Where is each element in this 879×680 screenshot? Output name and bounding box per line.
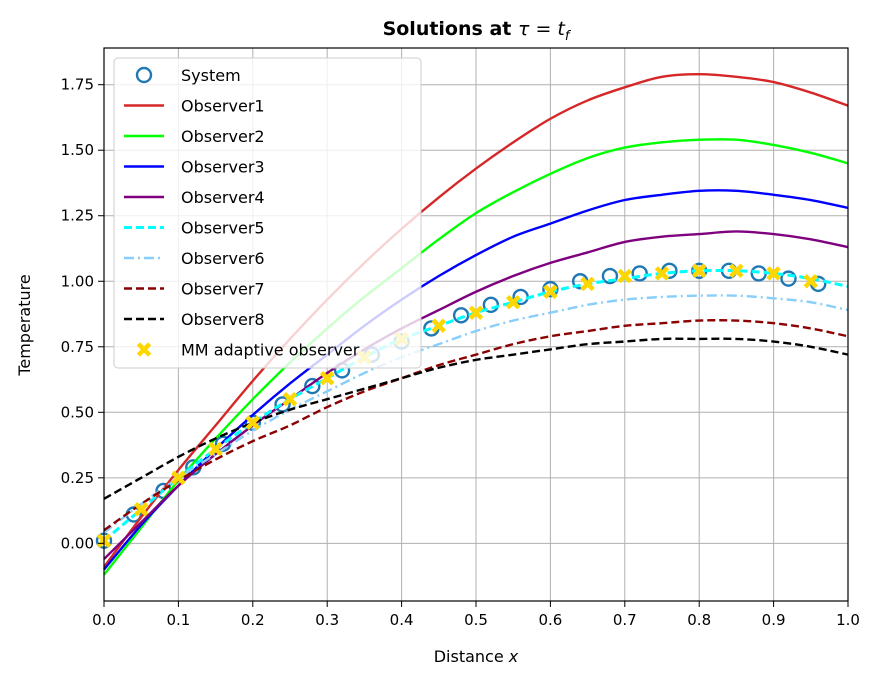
legend-item: System bbox=[135, 66, 241, 85]
mm-observer-marker bbox=[282, 391, 298, 407]
y-tick-label: 1.75 bbox=[61, 76, 94, 94]
series-line bbox=[103, 73, 849, 568]
x-tick-label: 0.6 bbox=[538, 611, 562, 629]
legend-item: MM adaptive observer bbox=[136, 341, 360, 360]
legend-label: Observer7 bbox=[181, 280, 265, 299]
y-tick-label: 0.75 bbox=[61, 338, 94, 356]
legend-label: MM adaptive observer bbox=[181, 341, 360, 360]
legend-item: Observer5 bbox=[124, 219, 265, 238]
series-mm-adaptive-observer bbox=[96, 263, 819, 549]
x-tick-label: 0.3 bbox=[315, 611, 339, 629]
system-marker bbox=[631, 265, 648, 282]
mm-observer-marker bbox=[208, 441, 223, 457]
y-tick-label: 1.50 bbox=[61, 141, 94, 159]
x-tick-label: 0.2 bbox=[241, 611, 265, 629]
series-line bbox=[103, 189, 849, 571]
x-tick-label: 0.4 bbox=[390, 611, 414, 629]
system-marker bbox=[452, 307, 470, 324]
legend-item: Observer6 bbox=[124, 249, 265, 268]
mm-observer-marker bbox=[729, 263, 744, 279]
series-line bbox=[103, 319, 849, 532]
series-observer3 bbox=[103, 189, 849, 571]
mm-observer-marker bbox=[766, 266, 781, 281]
axis-ticks: 0.0 0.1 0.2 0.3 0.4 0.5 0.6 0.7 0.8 0.9 1.0 0.00 0.2… bbox=[61, 76, 860, 629]
series-line bbox=[103, 230, 849, 560]
mm-observer-marker bbox=[468, 305, 484, 321]
x-tick-label: 0.0 bbox=[92, 611, 116, 629]
legend-item: Observer7 bbox=[124, 280, 265, 299]
legend-item: Observer8 bbox=[124, 310, 265, 329]
system-marker bbox=[780, 270, 797, 287]
legend-box bbox=[113, 57, 422, 369]
y-tick-label: 0.25 bbox=[61, 469, 94, 487]
legend-marker bbox=[136, 342, 152, 357]
y-tick-label: 1.00 bbox=[61, 272, 94, 290]
legend-item: Observer3 bbox=[124, 158, 265, 177]
y-tick-label: 0.50 bbox=[61, 403, 94, 421]
series-line bbox=[103, 138, 849, 576]
x-tick-label: 0.8 bbox=[687, 611, 711, 629]
mm-observer-marker bbox=[543, 284, 558, 300]
chart-title: Solutions at τ = tf bbox=[383, 18, 572, 44]
series-observer1 bbox=[103, 73, 849, 568]
x-tick-label: 1.0 bbox=[836, 611, 860, 629]
system-marker bbox=[304, 377, 321, 395]
mm-observer-marker bbox=[617, 268, 633, 284]
y-axis-label: Temperature bbox=[15, 274, 34, 376]
legend-item: Observer4 bbox=[124, 188, 265, 207]
series-line bbox=[103, 294, 849, 534]
mm-observer-marker bbox=[580, 276, 595, 292]
mm-observer-marker bbox=[803, 273, 819, 289]
mm-observer-marker bbox=[654, 266, 670, 281]
mm-observer-marker bbox=[319, 370, 335, 386]
x-tick-label: 0.1 bbox=[166, 611, 190, 629]
system-marker bbox=[601, 267, 619, 285]
legend-label: Observer4 bbox=[181, 188, 265, 207]
x-tick-label: 0.7 bbox=[613, 611, 637, 629]
legend-label: Observer6 bbox=[181, 249, 265, 268]
y-tick-label: 0.00 bbox=[61, 534, 94, 552]
x-tick-label: 0.5 bbox=[464, 611, 488, 629]
legend-label: Observer3 bbox=[181, 158, 265, 177]
series-observer2 bbox=[103, 138, 849, 576]
legend-label: Observer2 bbox=[181, 127, 265, 146]
legend-label: Observer5 bbox=[181, 219, 265, 238]
mm-observer-marker bbox=[171, 470, 186, 486]
x-axis-label: Distance x bbox=[434, 647, 519, 666]
legend-marker bbox=[135, 66, 153, 84]
system-marker bbox=[542, 280, 559, 298]
series-observer7 bbox=[103, 319, 849, 532]
series-line bbox=[103, 337, 849, 500]
series-observer4 bbox=[103, 230, 849, 560]
legend-item: Observer2 bbox=[124, 127, 265, 146]
legend-item: Observer1 bbox=[124, 97, 265, 116]
mm-observer-marker bbox=[133, 501, 149, 517]
plot-series bbox=[95, 73, 849, 576]
legend-label: Observer1 bbox=[181, 97, 265, 116]
legend-label: Observer8 bbox=[181, 310, 265, 329]
x-tick-label: 0.9 bbox=[762, 611, 786, 629]
y-tick-label: 1.25 bbox=[61, 207, 94, 225]
series-observer8 bbox=[103, 337, 849, 500]
mm-observer-marker bbox=[245, 415, 261, 431]
legend-label: System bbox=[181, 66, 241, 85]
mm-observer-marker bbox=[691, 263, 707, 279]
legend: System Observer1 Observer2 Observer3 Observe… bbox=[113, 57, 422, 369]
system-marker bbox=[482, 296, 500, 314]
mm-observer-marker bbox=[431, 318, 447, 334]
mm-observer-marker bbox=[505, 294, 521, 310]
series-observer6 bbox=[103, 294, 849, 534]
